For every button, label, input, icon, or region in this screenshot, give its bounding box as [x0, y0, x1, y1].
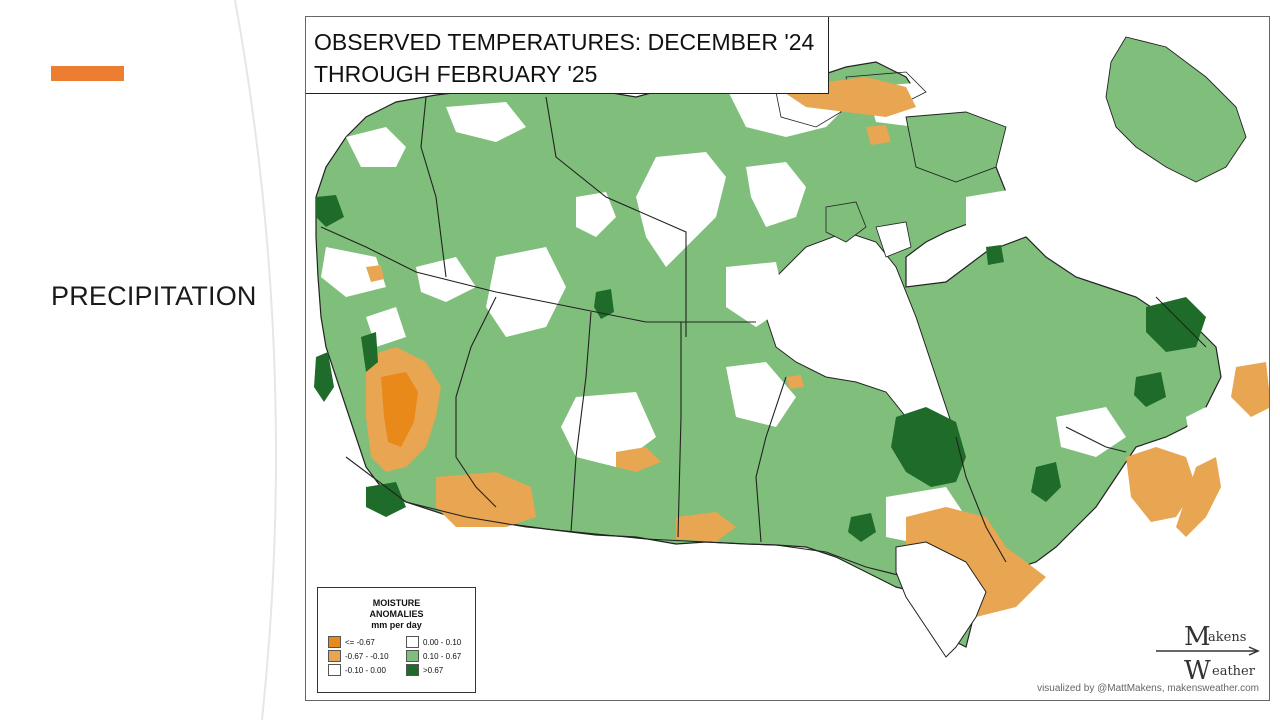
- anomaly-ontario-wet: [891, 407, 966, 487]
- anomaly-bc-very-dry: [381, 372, 418, 447]
- hudson-bay: [765, 231, 957, 458]
- legend-grid: <= -0.67 0.00 - 0.10 -0.67 - -0.10 0.10 …: [328, 636, 475, 676]
- legend-swatch: [328, 650, 341, 662]
- logo-akens: akens: [1208, 630, 1246, 645]
- panel-curve: [0, 0, 278, 720]
- legend-label: 0.10 - 0.67: [423, 651, 462, 661]
- left-panel: PRECIPITATION: [0, 0, 290, 720]
- slide-heading: PRECIPITATION: [51, 281, 257, 311]
- great-lakes: [895, 541, 987, 658]
- legend-item: 0.00 - 0.10: [406, 636, 478, 648]
- map-title-line2: THROUGH FEBRUARY '25: [314, 61, 598, 87]
- provincial-boundaries: [320, 96, 1207, 563]
- legend-label: -0.67 - -0.10: [345, 651, 389, 661]
- legend-title-line1: MOISTURE: [372, 598, 421, 608]
- map-credit: visualized by @MattMakens, makensweather…: [1037, 683, 1259, 694]
- legend-title: MOISTURE ANOMALIES mm per day: [318, 598, 475, 631]
- accent-bar: [51, 66, 124, 81]
- legend-swatch: [328, 636, 341, 648]
- legend-swatch: [406, 664, 419, 676]
- legend-title-line2: ANOMALIES: [369, 609, 424, 619]
- legend-title-line3: mm per day: [371, 620, 422, 630]
- legend-label: <= -0.67: [345, 637, 375, 647]
- logo-W: W: [1184, 656, 1211, 686]
- legend-swatch: [406, 650, 419, 662]
- legend-swatch: [406, 636, 419, 648]
- map-title: OBSERVED TEMPERATURES: DECEMBER '24 THRO…: [306, 17, 829, 94]
- map-frame: OBSERVED TEMPERATURES: DECEMBER '24 THRO…: [305, 16, 1270, 701]
- map-title-line1: OBSERVED TEMPERATURES: DECEMBER '24: [314, 29, 815, 55]
- logo-eather: eather: [1212, 664, 1256, 679]
- legend-item: <= -0.67: [328, 636, 400, 648]
- baffin-island: [905, 111, 1007, 183]
- legend-label: -0.10 - 0.00: [345, 665, 386, 675]
- legend-item: >0.67: [406, 664, 478, 676]
- legend-item: -0.10 - 0.00: [328, 664, 400, 676]
- legend-item: 0.10 - 0.67: [406, 650, 478, 662]
- us-border: [345, 456, 927, 588]
- legend-label: >0.67: [423, 665, 444, 675]
- makens-weather-logo: M akens W eather: [1156, 622, 1260, 686]
- legend-label: 0.00 - 0.10: [423, 637, 462, 647]
- legend: MOISTURE ANOMALIES mm per day <= -0.67 0…: [317, 587, 476, 693]
- logo-M: M: [1184, 622, 1211, 652]
- legend-swatch: [328, 664, 341, 676]
- legend-item: -0.67 - -0.10: [328, 650, 400, 662]
